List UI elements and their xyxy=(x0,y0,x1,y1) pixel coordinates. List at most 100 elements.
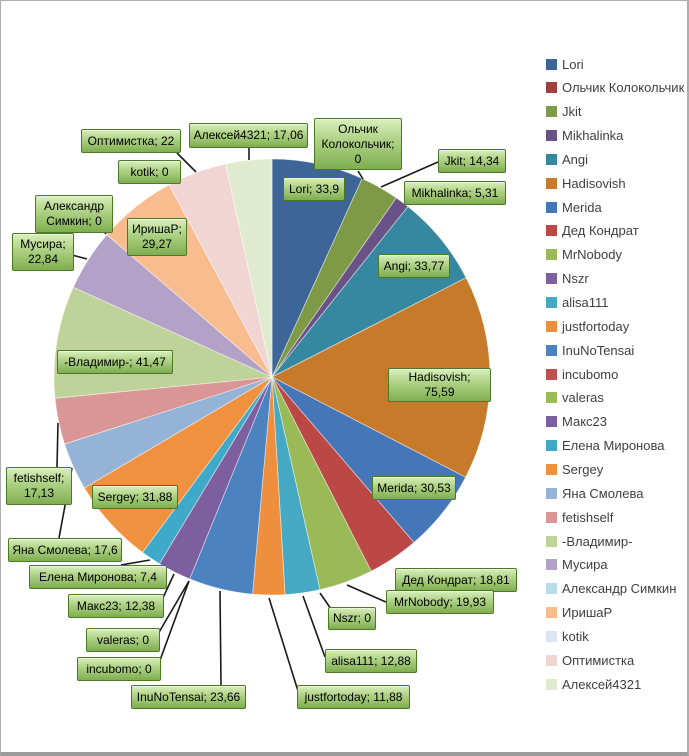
data-label[interactable]: Nszr; 0 xyxy=(328,607,376,630)
legend-item[interactable]: Lori xyxy=(546,57,584,72)
legend-swatch-icon xyxy=(546,225,557,237)
legend-swatch-icon xyxy=(546,249,557,261)
legend-swatch-icon xyxy=(546,106,557,118)
legend-item[interactable]: justfortoday xyxy=(546,318,630,334)
legend-item[interactable]: Оптимистка xyxy=(546,652,635,668)
legend-item[interactable]: Sergey xyxy=(546,462,603,477)
legend-item[interactable]: Angi xyxy=(546,151,589,167)
data-label[interactable]: ИришаP; 29,27 xyxy=(127,218,187,256)
legend-label: Angi xyxy=(562,151,589,167)
legend-item[interactable]: kotik xyxy=(546,629,589,644)
legend-label: Алексей4321 xyxy=(562,676,642,692)
data-label[interactable]: Lori; 33,9 xyxy=(283,177,345,201)
legend-item[interactable]: MrNobody xyxy=(546,247,622,263)
legend-label: Hadisovish xyxy=(562,175,626,191)
legend-item[interactable]: Александр Симкин xyxy=(546,581,677,597)
legend-swatch-icon xyxy=(546,153,557,165)
legend-item[interactable]: Мусира xyxy=(546,557,608,572)
legend-swatch-icon xyxy=(546,654,557,666)
legend-item[interactable]: InuNoTensai xyxy=(546,343,634,358)
pie-slice-27[interactable] xyxy=(225,158,273,378)
legend-swatch-icon xyxy=(546,392,557,404)
legend-item[interactable]: ИришаP xyxy=(546,605,612,620)
legend-swatch-icon xyxy=(546,368,557,380)
legend-item[interactable]: Merida xyxy=(546,200,602,215)
legend-swatch-icon xyxy=(546,320,557,332)
legend-swatch-icon xyxy=(546,416,557,428)
data-label[interactable]: Jkit; 14,34 xyxy=(438,149,506,173)
legend-label: Jkit xyxy=(562,104,582,120)
data-label[interactable]: Mikhalinka; 5,31 xyxy=(404,181,506,205)
callout-line-10 xyxy=(319,592,332,610)
data-label[interactable]: Мусира; 22,84 xyxy=(12,233,74,271)
data-label[interactable]: Angi; 33,77 xyxy=(378,254,450,278)
data-label[interactable]: kotik; 0 xyxy=(118,160,181,184)
legend-label: fetishself xyxy=(562,509,614,525)
data-label[interactable]: fetishself; 17,13 xyxy=(6,467,72,505)
legend-swatch-icon xyxy=(546,487,557,499)
data-label[interactable]: Дед Кондрат; 18,81 xyxy=(395,568,517,592)
legend-swatch-icon xyxy=(546,511,557,523)
legend-swatch-icon xyxy=(546,678,557,690)
legend-item[interactable]: Ольчик Колокольчик xyxy=(546,80,684,95)
callout-line-11 xyxy=(302,595,326,658)
legend-swatch-icon xyxy=(546,201,557,213)
data-label[interactable]: Sergey; 31,88 xyxy=(92,485,178,509)
callout-line-15 xyxy=(157,580,190,635)
legend-label: valeras xyxy=(562,390,604,406)
legend-item[interactable]: Яна Смолева xyxy=(546,486,644,501)
chart-legend: Lori Ольчик Колокольчик Jkit Mikhalinka Angi… xyxy=(542,1,687,752)
legend-swatch-icon xyxy=(546,344,557,356)
legend-label: Макс23 xyxy=(562,414,607,430)
callout-line-14 xyxy=(158,580,190,664)
data-label[interactable]: Ольчик Колокольчик; 0 xyxy=(314,118,402,170)
legend-item[interactable]: incubomo xyxy=(546,366,619,382)
legend-item[interactable]: Макс23 xyxy=(546,414,607,430)
legend-label: MrNobody xyxy=(562,247,622,263)
data-label[interactable]: InuNoTensai; 23,66 xyxy=(131,685,246,709)
legend-swatch-icon xyxy=(546,297,557,308)
legend-item[interactable]: -Владимир- xyxy=(546,533,633,549)
legend-item[interactable]: Mikhalinka xyxy=(546,128,624,144)
data-label[interactable]: Елена Миронова; 7,4 xyxy=(29,565,167,589)
legend-swatch-icon xyxy=(546,630,557,642)
callout-line-3 xyxy=(380,161,439,188)
data-label[interactable]: MrNobody; 19,93 xyxy=(386,590,494,614)
legend-label: Оптимистка xyxy=(562,652,635,668)
legend-swatch-icon xyxy=(546,440,557,452)
data-label[interactable]: Александр Симкин; 0 xyxy=(35,195,113,233)
legend-item[interactable]: Nszr xyxy=(546,271,589,286)
legend-label: incubomo xyxy=(562,366,619,382)
data-label[interactable]: Макс23; 12,38 xyxy=(68,594,164,618)
legend-swatch-icon xyxy=(546,607,557,619)
data-label[interactable]: justfortoday; 11,88 xyxy=(297,685,410,709)
legend-item[interactable]: Алексей4321 xyxy=(546,676,642,692)
data-label[interactable]: alisa111; 12,88 xyxy=(325,649,417,673)
legend-item[interactable]: alisa111 xyxy=(546,295,609,310)
data-label[interactable]: Merida; 30,53 xyxy=(372,476,456,500)
legend-label: Александр Симкин xyxy=(562,581,677,597)
legend-label: justfortoday xyxy=(562,318,630,334)
data-label[interactable]: Алексей4321; 17,06 xyxy=(189,123,308,148)
legend-swatch-icon xyxy=(546,177,557,189)
legend-swatch-icon xyxy=(546,463,557,475)
legend-swatch-icon xyxy=(546,273,557,285)
legend-label: Mikhalinka xyxy=(562,128,624,144)
data-label[interactable]: -Владимир-; 41,47 xyxy=(57,350,173,374)
legend-item[interactable]: fetishself xyxy=(546,509,614,525)
legend-label: alisa111 xyxy=(562,295,609,310)
legend-item[interactable]: Jkit xyxy=(546,104,582,120)
legend-item[interactable]: valeras xyxy=(546,390,604,406)
data-label[interactable]: valeras; 0 xyxy=(86,628,160,652)
legend-item[interactable]: Дед Кондрат xyxy=(546,223,639,238)
data-label[interactable]: incubomo; 0 xyxy=(77,657,161,681)
legend-label: -Владимир- xyxy=(562,533,633,549)
data-label[interactable]: Hadisovish; 75,59 xyxy=(388,368,491,402)
legend-item[interactable]: Елена Миронова xyxy=(546,438,664,453)
legend-swatch-icon xyxy=(546,82,557,94)
legend-item[interactable]: Hadisovish xyxy=(546,175,626,191)
data-label[interactable]: Оптимистка; 22 xyxy=(81,129,181,153)
legend-swatch-icon xyxy=(546,58,557,70)
data-label[interactable]: Яна Смолева; 17,6 xyxy=(8,538,122,562)
